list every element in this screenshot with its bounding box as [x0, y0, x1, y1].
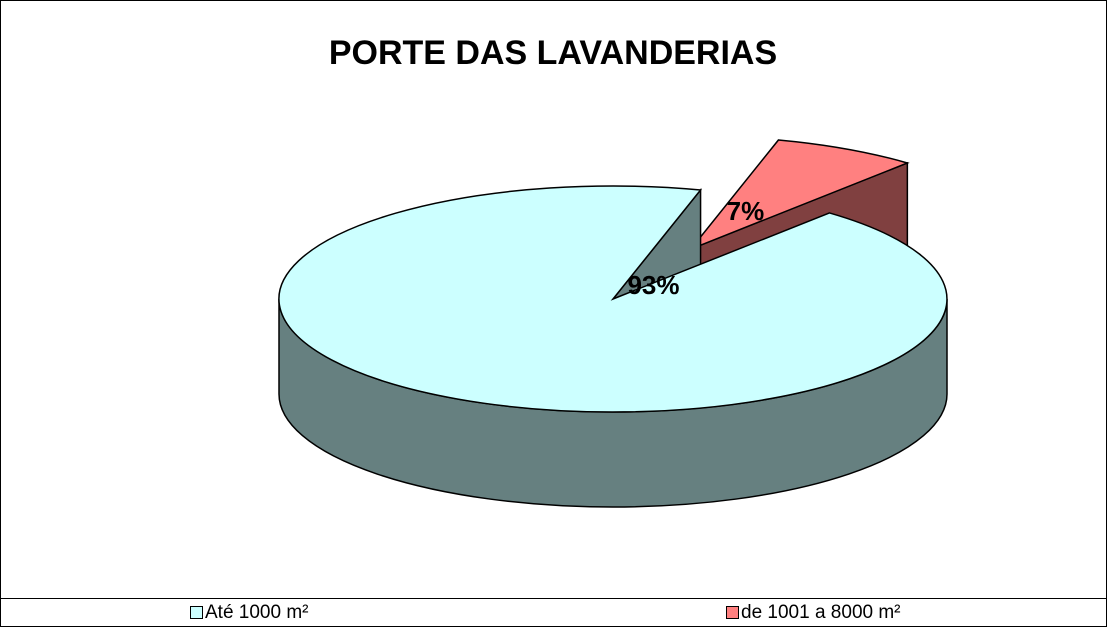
pie: 93% 7%: [278, 139, 948, 508]
pie-slice: [278, 185, 948, 508]
data-label: 93%: [627, 270, 679, 300]
legend-label: de 1001 a 8000 m²: [741, 602, 901, 623]
legend-swatch: [190, 606, 203, 619]
chart-title: PORTE DAS LAVANDERIAS: [329, 34, 777, 72]
data-label: 7%: [727, 196, 765, 226]
legend-label: Até 1000 m²: [205, 602, 309, 623]
slice-top: [688, 139, 910, 251]
slice-top: [278, 185, 948, 413]
legend: Até 1000 m² de 1001 a 8000 m²: [190, 602, 901, 623]
legend-swatch: [726, 606, 739, 619]
